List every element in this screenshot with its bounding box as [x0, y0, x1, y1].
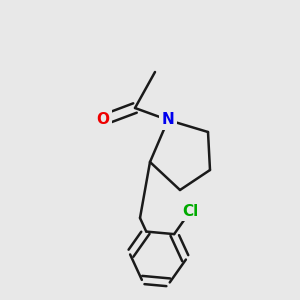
- Text: N: N: [162, 112, 174, 128]
- Text: O: O: [97, 112, 110, 128]
- Text: Cl: Cl: [182, 204, 198, 219]
